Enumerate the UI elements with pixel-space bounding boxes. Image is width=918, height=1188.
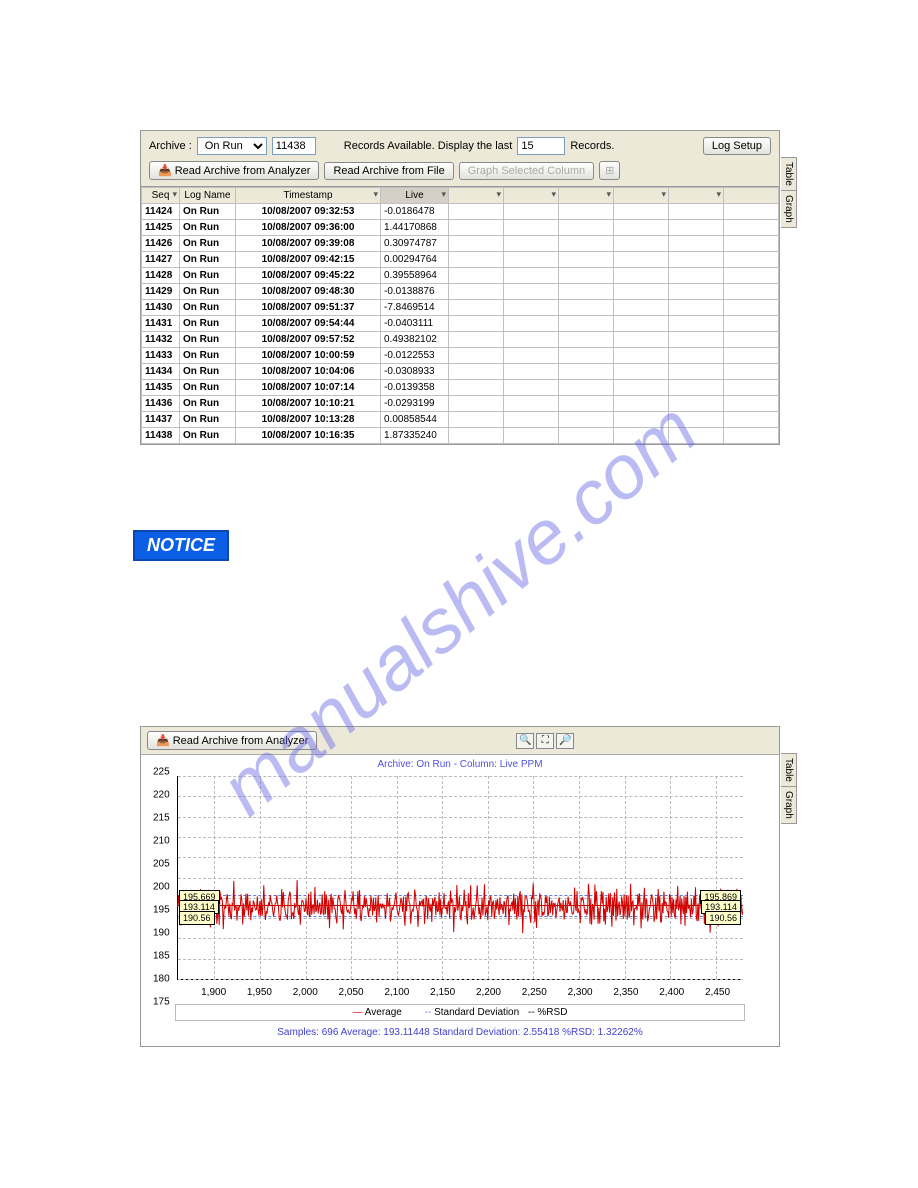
table-row[interactable]: 11427On Run10/08/2007 09:42:150.00294764 [142,252,779,268]
tab-graph-2[interactable]: Graph [781,786,797,824]
table-row[interactable]: 11430On Run10/08/2007 09:51:37-7.8469514 [142,300,779,316]
table-row[interactable]: 11434On Run10/08/2007 10:04:06-0.0308933 [142,364,779,380]
table-row[interactable]: 11437On Run10/08/2007 10:13:280.00858544 [142,412,779,428]
table-row[interactable]: 11438On Run10/08/2007 10:16:351.87335240 [142,428,779,444]
filter-icon[interactable]: ▾ [661,189,666,200]
records-suffix: Records. [570,140,614,152]
records-display-input[interactable] [517,137,565,155]
col-blank [724,188,779,204]
side-tabs-2: Table Graph [781,753,799,823]
archive-chart-panel: 📥Read Archive from Analyzer 🔍 ⛶ 🔎 Archiv… [140,726,780,1047]
filter-icon[interactable]: ▾ [716,189,721,200]
data-table-wrap: Seq▾ Log Name Timestamp▾ Live▾ ▾ ▾ ▾ ▾ ▾… [141,186,779,444]
archive-select[interactable]: On Run [197,137,267,155]
filter-icon[interactable]: ▾ [373,189,378,200]
archive-buttons-row: 📥Read Archive from Analyzer Read Archive… [141,161,779,186]
archive-table-panel: Archive : On Run Records Available. Disp… [140,130,780,445]
chart-legend: — Average -- Standard Deviation -- %RSD [175,1004,745,1021]
records-available-text: Records Available. Display the last [344,140,513,152]
table-row[interactable]: 11432On Run10/08/2007 09:57:520.49382102 [142,332,779,348]
export-button: ⊞ [599,161,620,180]
col-logname[interactable]: Log Name [180,188,236,204]
col-seq[interactable]: Seq▾ [142,188,180,204]
chart-toolbar: 📥Read Archive from Analyzer 🔍 ⛶ 🔎 [141,727,779,755]
table-row[interactable]: 11431On Run10/08/2007 09:54:44-0.0403111 [142,316,779,332]
table-row[interactable]: 11433On Run10/08/2007 10:00:59-0.0122553 [142,348,779,364]
table-row[interactable]: 11428On Run10/08/2007 09:45:220.39558964 [142,268,779,284]
notice-badge: NOTICE [133,530,229,561]
chart-stats: Samples: 696 Average: 193.11448 Standard… [145,1023,775,1042]
graph-selected-button: Graph Selected Column [459,162,594,180]
col-blank: ▾ [559,188,614,204]
table-row[interactable]: 11436On Run10/08/2007 10:10:21-0.0293199 [142,396,779,412]
data-table: Seq▾ Log Name Timestamp▾ Live▾ ▾ ▾ ▾ ▾ ▾… [141,187,779,444]
line-chart: 1751801851901952002052102152202251,9001,… [145,772,775,1002]
table-row[interactable]: 11435On Run10/08/2007 10:07:14-0.0139358 [142,380,779,396]
archive-label: Archive : [149,140,192,152]
col-blank: ▾ [614,188,669,204]
col-blank: ▾ [669,188,724,204]
zoom-toolbar: 🔍 ⛶ 🔎 [516,733,574,749]
chart-area: Archive: On Run - Column: Live PPM 17518… [141,755,779,1046]
side-tabs: Table Graph [781,157,799,227]
zoom-fit-icon[interactable]: ⛶ [536,733,554,749]
tab-graph[interactable]: Graph [781,190,797,228]
archive-count-input[interactable] [272,137,316,155]
table-row[interactable]: 11424On Run10/08/2007 09:32:53-0.0186478 [142,204,779,220]
filter-icon[interactable]: ▾ [441,189,446,200]
zoom-in-icon[interactable]: 🔍 [516,733,534,749]
log-setup-button[interactable]: Log Setup [703,137,771,155]
col-live[interactable]: Live▾ [381,188,449,204]
archive-toolbar: Archive : On Run Records Available. Disp… [141,131,779,161]
table-row[interactable]: 11426On Run10/08/2007 09:39:080.30974787 [142,236,779,252]
read-archive-analyzer-button-2[interactable]: 📥Read Archive from Analyzer [147,731,317,750]
tab-table[interactable]: Table [781,157,797,191]
filter-icon[interactable]: ▾ [496,189,501,200]
import-icon: 📥 [156,734,170,747]
read-archive-analyzer-button[interactable]: 📥Read Archive from Analyzer [149,161,319,180]
col-blank: ▾ [449,188,504,204]
col-blank: ▾ [504,188,559,204]
filter-icon[interactable]: ▾ [606,189,611,200]
table-row[interactable]: 11429On Run10/08/2007 09:48:30-0.0138876 [142,284,779,300]
filter-icon[interactable]: ▾ [551,189,556,200]
tab-table-2[interactable]: Table [781,753,797,787]
read-archive-file-button[interactable]: Read Archive from File [324,162,453,180]
zoom-out-icon[interactable]: 🔎 [556,733,574,749]
table-row[interactable]: 11425On Run10/08/2007 09:36:001.44170868 [142,220,779,236]
import-icon: 📥 [158,164,172,177]
chart-title: Archive: On Run - Column: Live PPM [145,759,775,770]
col-timestamp[interactable]: Timestamp▾ [236,188,381,204]
filter-icon[interactable]: ▾ [172,189,177,200]
